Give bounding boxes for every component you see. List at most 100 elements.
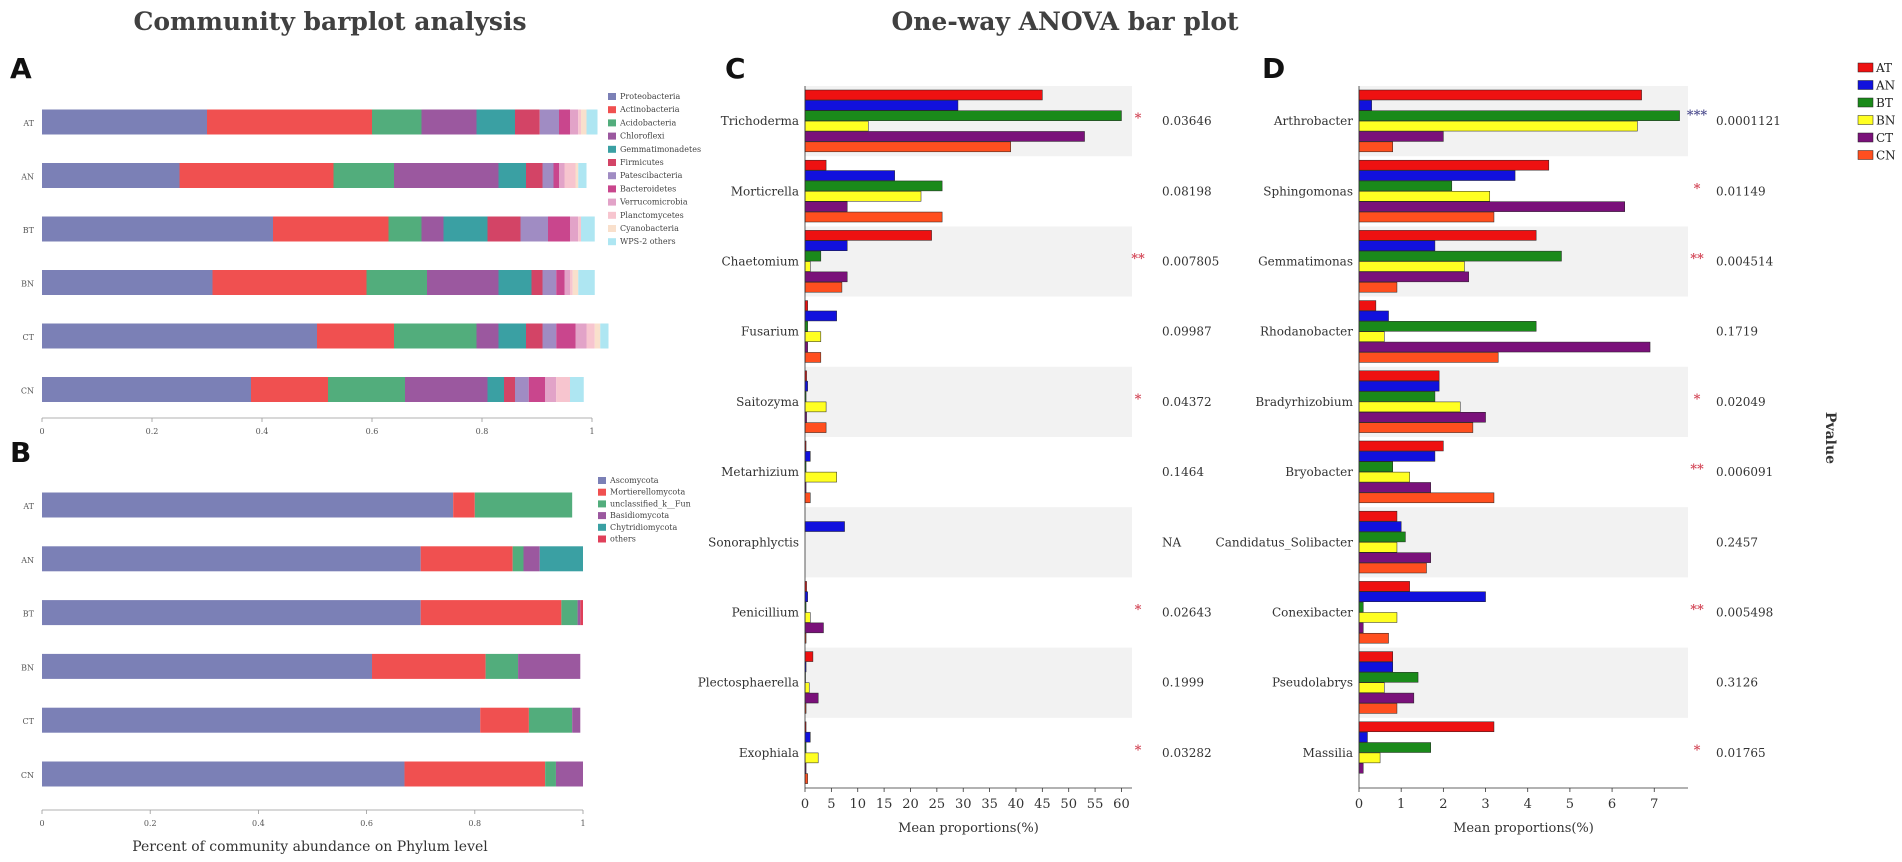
bar-massilia-bn (1358, 752, 1381, 764)
taxon-label: Conexibacter (1272, 606, 1353, 620)
x-tick-label: 0.2 (146, 427, 159, 436)
bar-trichoderma-bt (804, 110, 1122, 121)
legend-label: Firmicutes (620, 158, 664, 167)
x-tick-label: 3 (1481, 797, 1489, 812)
legend-label: Proteobacteria (620, 92, 680, 101)
legend-label: Actinobacteria (619, 105, 680, 114)
bar-segment-an-firmicutes (526, 163, 543, 188)
bar-segment-cn-planctomycetes (556, 377, 570, 402)
bar-arthrobacter-cn (1358, 141, 1393, 153)
bar-conexibacter-cn (1358, 632, 1389, 644)
p-value: 0.03282 (1162, 746, 1212, 760)
bar-fusarium-bn (804, 331, 822, 342)
bar-conexibacter-at (1358, 581, 1410, 592)
bar-massilia-an (1358, 731, 1368, 743)
bar-segment-bn-patescibacteria (542, 270, 557, 295)
taxon-label: Candidatus_Solibacter (1216, 535, 1354, 549)
bar-segment-at-acidobacteria (372, 109, 422, 135)
bar-sphingomonas-an (1358, 170, 1516, 181)
bar-morticrella-bt (804, 180, 943, 192)
bar-segment-bt-others (580, 600, 583, 626)
p-value: 0.3126 (1716, 676, 1758, 690)
bar-fusarium-an (804, 310, 837, 322)
row-stripe (805, 507, 1132, 578)
bar-segment-an-planctomycetes (564, 163, 576, 188)
x-tick-label: 0.4 (252, 819, 265, 828)
legend-label: Patescibacteria (620, 171, 683, 180)
bar-segment-cn-gemmatimonadetes (487, 377, 504, 402)
bar-sphingomonas-cn (1358, 211, 1495, 223)
bar-segment-bt-unclassified-k-fun (561, 600, 578, 626)
bar-segment-at-verrucomicrobia (570, 109, 579, 135)
category-label-cn: CN (21, 771, 34, 780)
bar-segment-ct-acidobacteria (394, 323, 477, 349)
bar-pseudolabrys-bt (1358, 672, 1419, 683)
bar-segment-bt-acidobacteria (388, 216, 422, 242)
bar-segment-at-proteobacteria (42, 109, 207, 135)
legend-label: Gemmatimonadetes (620, 145, 701, 154)
bar-segment-bt-planctomycetes (578, 216, 581, 242)
significance-marker: * (1135, 111, 1142, 126)
bar-segment-at-actinobacteria (207, 109, 372, 135)
bar-trichoderma-bn (804, 120, 869, 132)
bar-segment-an-proteobacteria (42, 163, 180, 188)
bar-gemmatimonas-bn (1358, 261, 1465, 272)
bar-segment-cn-acidobacteria (328, 377, 405, 402)
bar-bradyrhizobium-an (1358, 380, 1440, 392)
bar-chaetomium-an (804, 240, 848, 251)
taxon-label: Metarhizium (721, 465, 800, 479)
bar-segment-an-acidobacteria (333, 163, 394, 188)
x-tick-label: 1 (1397, 797, 1405, 812)
bar-segment-bn-firmicutes (531, 270, 543, 295)
x-tick-label: 30 (955, 797, 972, 812)
group-legend-swatch-an (1857, 80, 1874, 90)
taxon-label: Exophiala (739, 746, 799, 760)
taxon-label: Gemmatimonas (1258, 255, 1353, 269)
legend-label: others (610, 535, 636, 544)
legend-swatch (608, 238, 616, 246)
bar-bradyrhizobium-bt (1358, 391, 1436, 402)
p-value: NA (1162, 535, 1182, 549)
bar-segment-at-gemmatimonadetes (476, 109, 515, 135)
bar-pseudolabrys-bn (1358, 682, 1385, 693)
bar-segment-ct-actinobacteria (317, 323, 394, 349)
legend-swatch (608, 119, 616, 127)
taxon-label: Fusarium (741, 325, 800, 339)
significance-marker: * (1694, 743, 1701, 758)
bar-candidatus-solibacter-bn (1358, 542, 1398, 553)
bar-rhodanobacter-ct (1358, 341, 1651, 353)
bar-segment-bn-acidobacteria (366, 270, 427, 295)
taxon-label: Plectosphaerella (698, 676, 799, 690)
x-axis-title: Percent of community abundance on Phylum… (132, 839, 488, 855)
significance-marker: ** (1690, 462, 1704, 477)
bar-segment-bt-actinobacteria (273, 216, 389, 242)
bar-segment-bn-ascomycota (42, 653, 373, 679)
legend-swatch (608, 159, 616, 166)
bar-segment-bn-proteobacteria (42, 270, 213, 295)
bar-morticrella-at (804, 159, 827, 171)
bar-segment-bt-firmicutes (487, 216, 521, 242)
bar-pseudolabrys-ct (1358, 692, 1415, 704)
legend-swatch (608, 225, 616, 232)
bar-segment-ct-ascomycota (42, 707, 481, 733)
group-legend-label-ct: CT (1876, 131, 1893, 145)
bar-gemmatimonas-ct (1358, 271, 1469, 283)
bar-segment-cn-unclassified-k-fun (545, 761, 556, 787)
legend-label: Ascomycota (609, 476, 659, 485)
bar-pseudolabrys-an (1358, 661, 1393, 673)
bar-arthrobacter-an (1358, 100, 1372, 111)
bar-segment-bn-gemmatimonadetes (498, 270, 532, 295)
bar-segment-at-mortierellomycota (453, 492, 475, 518)
bar-segment-bt-mortierellomycota (420, 600, 562, 626)
x-tick-label: 25 (929, 797, 946, 812)
bar-segment-ct-wps-2-others (600, 323, 609, 349)
bar-chaetomium-bt (804, 250, 822, 262)
bar-segment-bn-chloroflexi (427, 270, 499, 295)
group-legend-swatch-at (1857, 62, 1874, 73)
bar-arthrobacter-at (1358, 89, 1642, 101)
bar-arthrobacter-bt (1358, 110, 1680, 121)
x-tick-label: 5 (1566, 797, 1574, 812)
bar-segment-an-unclassified-k-fun (512, 546, 524, 572)
category-label-bn: BN (21, 280, 34, 289)
x-tick-label: 5 (827, 797, 835, 812)
